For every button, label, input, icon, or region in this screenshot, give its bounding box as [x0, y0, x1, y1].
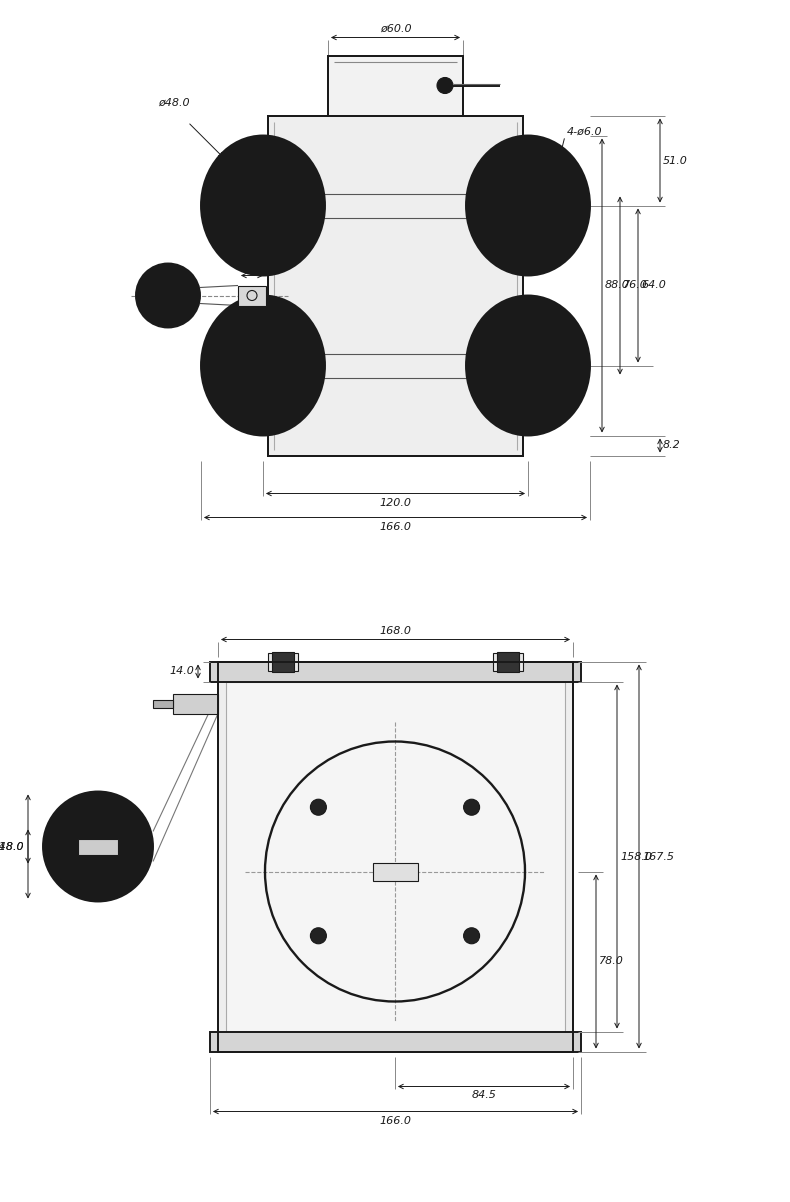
- Bar: [272, 651, 294, 672]
- Circle shape: [441, 82, 449, 89]
- Text: 158.0: 158.0: [620, 851, 652, 862]
- Text: 168.0: 168.0: [379, 625, 412, 636]
- Bar: [226, 682, 565, 1031]
- Circle shape: [437, 77, 453, 94]
- Bar: [210, 1031, 581, 1052]
- Text: 51.0: 51.0: [663, 155, 688, 166]
- Circle shape: [43, 791, 153, 902]
- Text: 64.0: 64.0: [641, 280, 666, 291]
- Ellipse shape: [201, 296, 325, 435]
- Text: 76.0: 76.0: [623, 280, 648, 291]
- Text: 78.0: 78.0: [599, 957, 624, 966]
- Bar: [373, 863, 418, 881]
- Text: 5.0: 5.0: [243, 262, 261, 272]
- Text: 14.0: 14.0: [169, 666, 194, 677]
- Bar: [153, 700, 173, 708]
- Bar: [268, 653, 298, 671]
- Text: ø48.0: ø48.0: [158, 99, 190, 108]
- Bar: [497, 651, 519, 672]
- Circle shape: [464, 799, 480, 815]
- Text: 120.0: 120.0: [379, 498, 412, 507]
- Text: 4-ø6.0: 4-ø6.0: [567, 127, 603, 137]
- Text: ø60.0: ø60.0: [380, 24, 412, 34]
- Bar: [238, 286, 266, 305]
- Text: ø48.0: ø48.0: [0, 841, 24, 851]
- Text: 8.2: 8.2: [663, 440, 681, 451]
- Bar: [268, 115, 523, 456]
- Text: 166.0: 166.0: [379, 1115, 412, 1125]
- Text: 167.5: 167.5: [642, 851, 674, 862]
- Bar: [210, 661, 581, 682]
- Circle shape: [310, 928, 326, 944]
- Circle shape: [464, 928, 480, 944]
- Ellipse shape: [201, 136, 325, 275]
- Bar: [218, 661, 573, 1052]
- Text: 166.0: 166.0: [379, 522, 412, 531]
- Ellipse shape: [466, 296, 590, 435]
- Circle shape: [310, 799, 326, 815]
- Text: 88.0: 88.0: [605, 280, 630, 291]
- Bar: [328, 55, 463, 115]
- Bar: [328, 55, 463, 115]
- Bar: [493, 653, 523, 671]
- Circle shape: [136, 263, 200, 327]
- Text: ø18.0: ø18.0: [0, 841, 24, 851]
- Bar: [78, 839, 118, 855]
- Bar: [173, 694, 218, 714]
- Bar: [218, 661, 573, 1052]
- Ellipse shape: [466, 136, 590, 275]
- Text: 84.5: 84.5: [472, 1090, 496, 1101]
- Bar: [268, 115, 523, 456]
